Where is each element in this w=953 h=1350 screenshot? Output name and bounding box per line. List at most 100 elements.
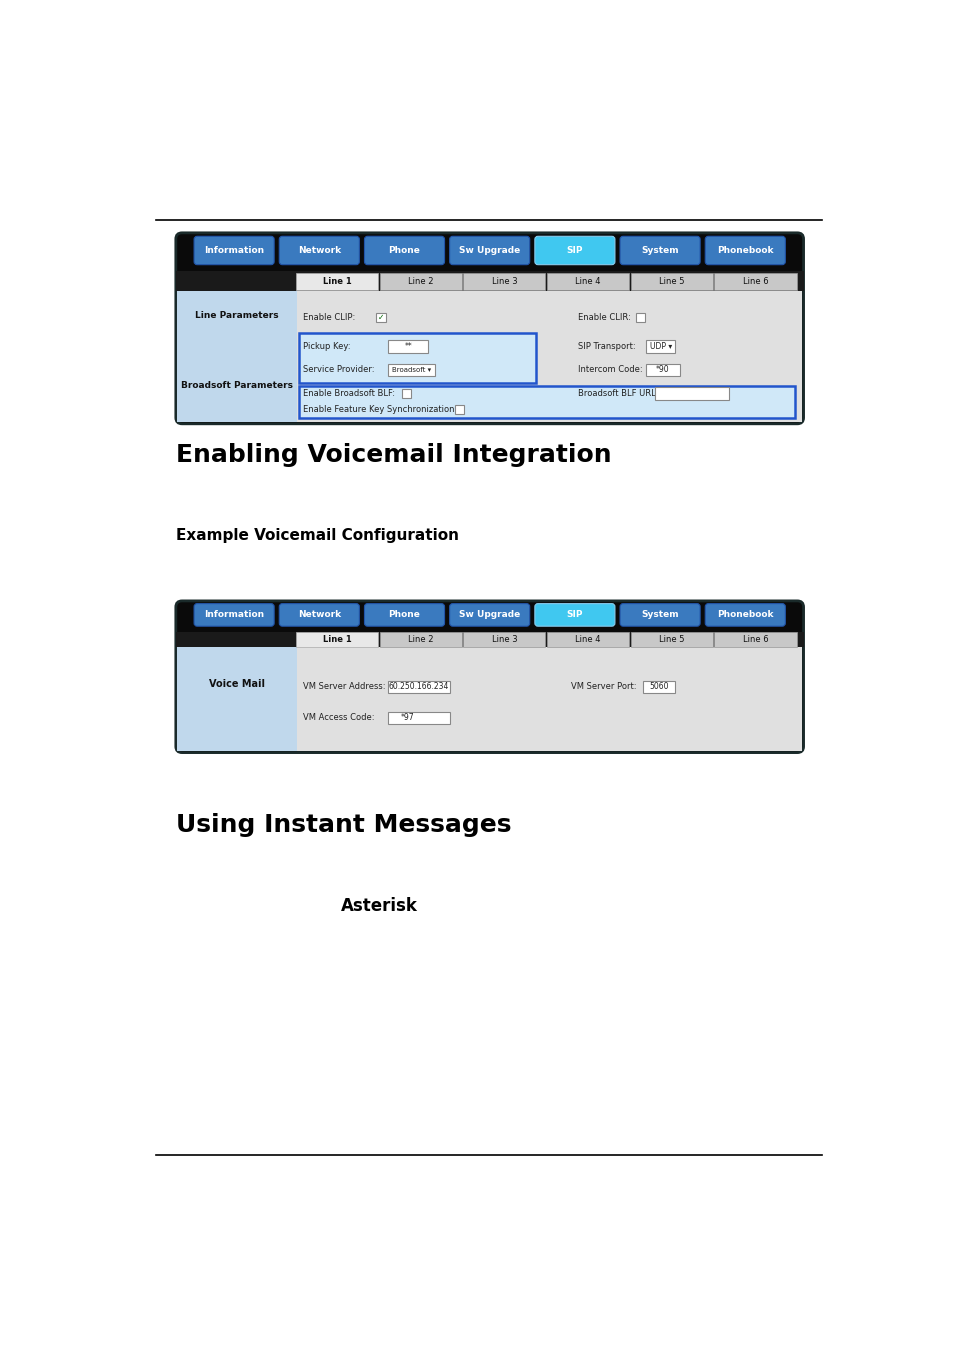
Text: Enabling Voicemail Integration: Enabling Voicemail Integration [175,443,611,467]
Text: ✓: ✓ [377,313,384,323]
FancyBboxPatch shape [645,340,675,352]
Text: System: System [640,246,679,255]
Text: Sw Upgrade: Sw Upgrade [458,610,519,620]
FancyBboxPatch shape [655,387,728,400]
Text: Line 3: Line 3 [491,277,517,286]
FancyBboxPatch shape [630,633,712,647]
Text: Example Voicemail Configuration: Example Voicemail Configuration [175,528,458,543]
Text: 5060: 5060 [649,682,668,691]
FancyBboxPatch shape [619,603,700,626]
Text: Information: Information [204,246,264,255]
Text: Intercom Code:: Intercom Code: [578,366,641,374]
Text: Broadsoft Parameters: Broadsoft Parameters [181,381,293,390]
Text: *90: *90 [656,366,669,374]
FancyBboxPatch shape [364,236,444,265]
FancyBboxPatch shape [279,603,359,626]
Text: *97: *97 [400,713,414,722]
Text: System: System [640,610,679,620]
Text: Line 1: Line 1 [322,634,351,644]
FancyBboxPatch shape [388,363,435,377]
Text: Line 4: Line 4 [575,634,600,644]
FancyBboxPatch shape [388,340,428,352]
Text: Phone: Phone [388,246,420,255]
FancyBboxPatch shape [619,236,700,265]
Text: Enable CLIP:: Enable CLIP: [302,313,355,323]
FancyBboxPatch shape [376,313,385,323]
Text: Enable Feature Key Synchronization:: Enable Feature Key Synchronization: [302,405,456,413]
FancyBboxPatch shape [546,273,628,290]
Text: Line 6: Line 6 [741,634,767,644]
FancyBboxPatch shape [401,389,411,398]
Text: Phone: Phone [388,610,420,620]
FancyBboxPatch shape [177,292,801,423]
Text: VM Server Address:: VM Server Address: [302,682,385,691]
FancyBboxPatch shape [175,601,802,752]
FancyBboxPatch shape [193,603,274,626]
Text: **: ** [404,342,412,351]
Text: SIP Transport:: SIP Transport: [578,342,635,351]
FancyBboxPatch shape [463,633,545,647]
FancyBboxPatch shape [630,273,712,290]
FancyBboxPatch shape [645,363,679,377]
FancyBboxPatch shape [193,236,274,265]
FancyBboxPatch shape [364,603,444,626]
Text: UDP ▾: UDP ▾ [649,342,671,351]
Text: Network: Network [297,610,340,620]
Text: Line 4: Line 4 [575,277,600,286]
FancyBboxPatch shape [295,633,377,647]
FancyBboxPatch shape [455,405,463,414]
Text: Broadsoft BLF URL:: Broadsoft BLF URL: [578,389,658,398]
Text: Phonebook: Phonebook [717,246,773,255]
Text: Enable Broadsoft BLF:: Enable Broadsoft BLF: [302,389,395,398]
Text: Using Instant Messages: Using Instant Messages [175,813,511,837]
Text: SIP: SIP [566,246,582,255]
FancyBboxPatch shape [295,273,377,290]
Text: Service Provider:: Service Provider: [302,366,374,374]
FancyBboxPatch shape [535,603,615,626]
Text: Line 6: Line 6 [741,277,767,286]
FancyBboxPatch shape [177,648,296,751]
Text: Line 2: Line 2 [408,634,433,644]
Text: Line 1: Line 1 [322,277,351,286]
FancyBboxPatch shape [175,632,802,648]
Text: Pickup Key:: Pickup Key: [302,342,350,351]
Text: Phonebook: Phonebook [717,610,773,620]
FancyBboxPatch shape [704,236,784,265]
FancyBboxPatch shape [535,236,615,265]
Text: Sw Upgrade: Sw Upgrade [458,246,519,255]
Text: Network: Network [297,246,340,255]
FancyBboxPatch shape [714,633,796,647]
Text: VM Access Code:: VM Access Code: [302,713,374,722]
Text: Information: Information [204,610,264,620]
FancyBboxPatch shape [175,232,802,424]
Text: Line Parameters: Line Parameters [195,310,278,320]
FancyBboxPatch shape [379,633,461,647]
FancyBboxPatch shape [546,633,628,647]
FancyBboxPatch shape [177,292,296,423]
FancyBboxPatch shape [177,648,801,751]
Text: VM Server Port:: VM Server Port: [571,682,637,691]
FancyBboxPatch shape [279,236,359,265]
FancyBboxPatch shape [704,603,784,626]
FancyBboxPatch shape [449,236,529,265]
FancyBboxPatch shape [379,273,461,290]
Text: SIP: SIP [566,610,582,620]
Text: Voice Mail: Voice Mail [209,679,265,688]
Text: Line 5: Line 5 [659,277,684,286]
FancyBboxPatch shape [388,680,450,693]
FancyBboxPatch shape [175,271,802,292]
FancyBboxPatch shape [642,680,675,693]
FancyBboxPatch shape [463,273,545,290]
Text: Line 5: Line 5 [659,634,684,644]
FancyBboxPatch shape [636,313,644,323]
Text: Broadsoft ▾: Broadsoft ▾ [392,367,431,373]
Text: Enable CLIR:: Enable CLIR: [578,313,630,323]
Text: Asterisk: Asterisk [340,898,416,915]
FancyBboxPatch shape [449,603,529,626]
FancyBboxPatch shape [714,273,796,290]
Text: 60.250.166.234: 60.250.166.234 [389,682,449,691]
FancyBboxPatch shape [388,711,450,724]
Text: Line 3: Line 3 [491,634,517,644]
FancyBboxPatch shape [298,333,536,383]
FancyBboxPatch shape [298,386,794,418]
